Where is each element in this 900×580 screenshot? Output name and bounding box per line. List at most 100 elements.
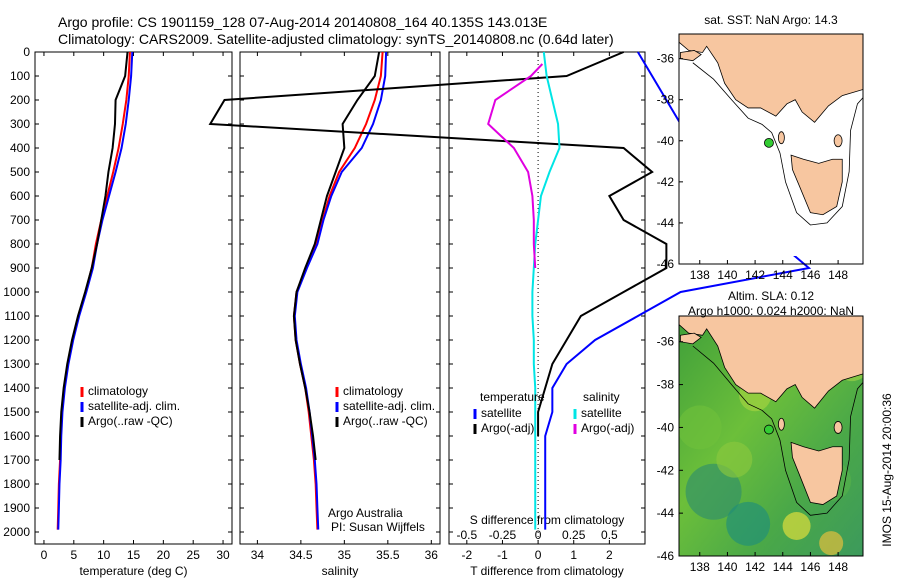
depth-tick-label: 1500 bbox=[3, 405, 30, 419]
salinity-legend-label: climatology bbox=[343, 384, 403, 398]
sla-lon-label: 142 bbox=[745, 560, 765, 574]
sst-map-frame bbox=[678, 33, 864, 265]
depth-tick-label: 1900 bbox=[3, 501, 30, 515]
difference-line-salinity-satellite bbox=[531, 51, 561, 530]
sla-kangaroo-island bbox=[679, 332, 702, 345]
temperature-legend-label: Argo(..raw -QC) bbox=[88, 414, 173, 428]
depth-tick-label: 600 bbox=[10, 189, 30, 203]
temperature-xtick-label: 0 bbox=[41, 548, 48, 562]
sla-map-frame bbox=[678, 315, 864, 557]
sla-lat-label: -38 bbox=[657, 378, 675, 392]
salinity-legend-label: Argo(..raw -QC) bbox=[343, 414, 428, 428]
sla-lon-label: 144 bbox=[773, 560, 793, 574]
depth-tick-label: 1600 bbox=[3, 429, 30, 443]
sla-lat-label: -40 bbox=[657, 420, 675, 434]
s-diff-xlabel: S difference from climatology bbox=[470, 513, 625, 527]
sst-lon-label: 140 bbox=[717, 268, 737, 282]
depth-tick-label: 800 bbox=[10, 237, 30, 251]
sla-tasmania bbox=[790, 441, 843, 505]
depth-tick-label: 400 bbox=[10, 141, 30, 155]
temperature-legend-label: climatology bbox=[88, 384, 148, 398]
temperature-legend-label: satellite-adj. clim. bbox=[88, 399, 180, 413]
difference-line-temperature-argo-adj- bbox=[208, 51, 668, 436]
sla-lat-label: -46 bbox=[657, 549, 675, 563]
sst-lat-label: -40 bbox=[657, 134, 675, 148]
sla-anomaly bbox=[685, 463, 742, 520]
depth-tick-label: 700 bbox=[10, 213, 30, 227]
difference-xtick-label: 1 bbox=[570, 548, 577, 562]
imos-timestamp: IMOS 15-Aug-2014 20:00:36 bbox=[880, 393, 894, 547]
diff-legend-label: Argo(-adj) bbox=[581, 421, 634, 435]
s-diff-tick-label: -0.5 bbox=[456, 528, 477, 542]
sal-legend-title: salinity bbox=[583, 390, 620, 404]
sla-map-title-1: Altim. SLA: 0.12 bbox=[728, 289, 814, 303]
salinity-xtick-label: 34.5 bbox=[289, 548, 313, 562]
sst-lon-label: 146 bbox=[800, 268, 820, 282]
temperature-xlabel: temperature (deg C) bbox=[79, 564, 187, 578]
climatology-header: Climatology: CARS2009. Satellite-adjuste… bbox=[58, 31, 614, 47]
sla-anomaly bbox=[782, 512, 811, 540]
sst-lon-label: 144 bbox=[773, 268, 793, 282]
depth-tick-label: 2000 bbox=[3, 525, 30, 539]
sst-lat-label: -46 bbox=[657, 257, 675, 271]
diff-legend-label: satellite bbox=[481, 406, 522, 420]
sst-map-title: sat. SST: NaN Argo: 14.3 bbox=[704, 13, 838, 27]
difference-axes bbox=[448, 51, 646, 545]
temperature-xtick-label: 25 bbox=[187, 548, 201, 562]
sst-tasmania bbox=[790, 154, 843, 216]
temperature-xtick-label: 10 bbox=[97, 548, 111, 562]
salinity-axes bbox=[239, 51, 441, 545]
difference-xtick-label: 0 bbox=[535, 548, 542, 562]
sst-map-content bbox=[679, 34, 863, 256]
sst-lon-label: 148 bbox=[828, 268, 848, 282]
sst-lat-label: -42 bbox=[657, 175, 675, 189]
depth-tick-label: 900 bbox=[10, 261, 30, 275]
sla-lon-label: 148 bbox=[828, 560, 848, 574]
sst-argo-marker bbox=[764, 137, 774, 148]
s-diff-tick-label: 0.5 bbox=[601, 528, 618, 542]
sla-map-content bbox=[679, 316, 863, 556]
sla-lat-label: -44 bbox=[657, 506, 675, 520]
depth-tick-label: 1200 bbox=[3, 333, 30, 347]
temperature-xtick-label: 5 bbox=[70, 548, 77, 562]
temperature-line-satellite-adj-clim- bbox=[57, 51, 134, 530]
sla-king-island bbox=[777, 417, 785, 431]
sst-lat-label: -44 bbox=[657, 216, 675, 230]
sla-mainland bbox=[679, 316, 863, 409]
sla-anomaly bbox=[726, 501, 771, 546]
salinity-xtick-label: 34 bbox=[251, 548, 265, 562]
sla-flinders-island bbox=[833, 421, 843, 434]
sla-lon-label: 146 bbox=[800, 560, 820, 574]
sst-lat-label: -38 bbox=[657, 93, 675, 107]
depth-tick-label: 1400 bbox=[3, 381, 30, 395]
depth-tick-label: 1700 bbox=[3, 453, 30, 467]
sla-lat-label: -36 bbox=[657, 335, 675, 349]
sla-isobath bbox=[692, 345, 863, 516]
temperature-xtick-label: 30 bbox=[216, 548, 230, 562]
temperature-xtick-label: 15 bbox=[127, 548, 141, 562]
temperature-axes bbox=[34, 51, 233, 545]
depth-tick-label: 200 bbox=[10, 93, 30, 107]
sla-lon-label: 140 bbox=[717, 560, 737, 574]
s-diff-tick-label: 0.25 bbox=[562, 528, 586, 542]
sst-isobath bbox=[692, 62, 863, 226]
difference-xtick-label: -2 bbox=[461, 548, 472, 562]
sla-argo-marker bbox=[764, 424, 774, 435]
argo-australia-label: Argo Australia bbox=[328, 506, 403, 520]
depth-tick-label: 1300 bbox=[3, 357, 30, 371]
sst-lat-label: -36 bbox=[657, 52, 675, 66]
salinity-xtick-label: 35 bbox=[338, 548, 352, 562]
salinity-xtick-label: 36 bbox=[425, 548, 439, 562]
sla-lon-label: 138 bbox=[690, 560, 710, 574]
sst-flinders-island bbox=[833, 134, 843, 148]
depth-tick-label: 0 bbox=[23, 45, 30, 59]
sst-kangaroo-island bbox=[679, 50, 702, 62]
difference-xtick-label: 2 bbox=[606, 548, 613, 562]
profile-header: Argo profile: CS 1901159_128 07-Aug-2014… bbox=[58, 14, 548, 30]
temp-legend-title: temperature bbox=[480, 390, 545, 404]
salinity-xtick-label: 35.5 bbox=[376, 548, 400, 562]
sla-anomaly bbox=[679, 405, 722, 450]
s-diff-tick-label: -0.25 bbox=[489, 528, 517, 542]
salinity-line-argo-raw-qc- bbox=[292, 51, 381, 461]
